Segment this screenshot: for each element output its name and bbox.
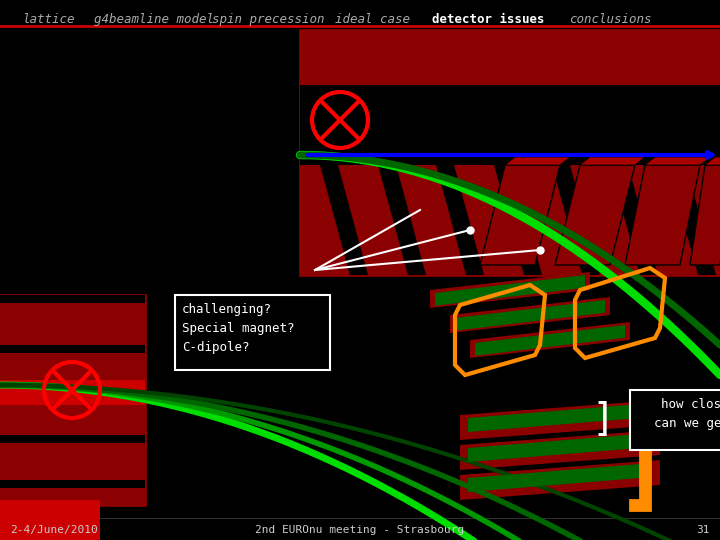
Polygon shape	[610, 165, 658, 275]
Text: 2nd EUROnu meeting - Strasbourg: 2nd EUROnu meeting - Strasbourg	[256, 525, 464, 535]
Text: ideal case: ideal case	[335, 13, 410, 26]
Bar	[0, 390, 145, 398]
Polygon shape	[436, 165, 484, 275]
Polygon shape	[690, 165, 720, 265]
Text: spin precession: spin precession	[212, 13, 325, 26]
Polygon shape	[494, 165, 542, 275]
Polygon shape	[555, 165, 635, 265]
Bar	[175, 295, 330, 370]
Polygon shape	[470, 322, 630, 358]
Polygon shape	[435, 275, 585, 306]
Polygon shape	[450, 297, 610, 333]
Bar	[300, 165, 720, 275]
Polygon shape	[480, 165, 560, 265]
Text: g4beamline model: g4beamline model	[94, 13, 214, 26]
Bar	[300, 30, 720, 85]
Text: ]: ]	[592, 401, 615, 439]
Polygon shape	[645, 157, 710, 165]
Text: detector issues: detector issues	[432, 13, 544, 26]
Text: lattice: lattice	[22, 13, 74, 26]
Polygon shape	[505, 157, 570, 165]
Polygon shape	[630, 415, 650, 510]
Text: 2-4/June/2010: 2-4/June/2010	[10, 525, 98, 535]
Bar	[0, 295, 145, 505]
Bar	[0, 435, 145, 443]
Polygon shape	[468, 403, 652, 432]
Polygon shape	[455, 300, 605, 330]
Polygon shape	[430, 272, 590, 308]
Polygon shape	[320, 165, 368, 275]
Polygon shape	[460, 460, 660, 500]
Bar	[300, 85, 720, 165]
Text: how close
can we get?: how close can we get?	[654, 398, 720, 430]
Polygon shape	[468, 433, 652, 462]
Bar	[630, 390, 720, 450]
Bar	[0, 295, 145, 303]
Polygon shape	[378, 165, 426, 275]
Polygon shape	[460, 400, 660, 440]
Polygon shape	[552, 165, 600, 275]
Polygon shape	[460, 430, 660, 470]
Bar	[0, 500, 100, 540]
Polygon shape	[668, 165, 716, 275]
Text: conclusions: conclusions	[569, 13, 652, 26]
Polygon shape	[705, 157, 720, 165]
Text: 31: 31	[696, 525, 710, 535]
Bar	[0, 345, 145, 353]
Bar	[0, 380, 145, 405]
Text: challenging?
Special magnet?
C-dipole?: challenging? Special magnet? C-dipole?	[182, 303, 294, 354]
Polygon shape	[625, 165, 700, 265]
Polygon shape	[468, 463, 652, 492]
Polygon shape	[475, 325, 625, 356]
Bar	[0, 480, 145, 488]
Polygon shape	[580, 157, 645, 165]
Bar	[300, 30, 720, 275]
